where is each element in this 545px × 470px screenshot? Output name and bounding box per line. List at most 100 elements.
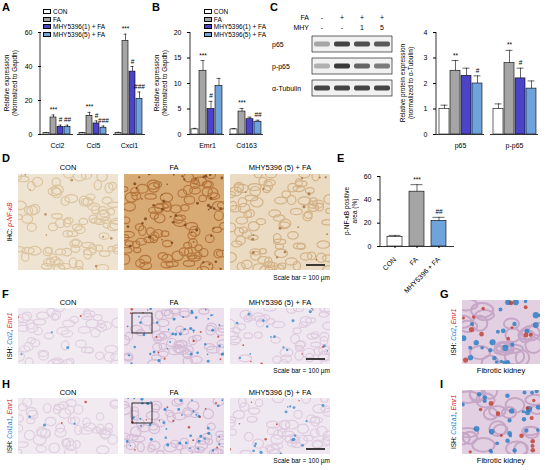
svg-text:ISH: Ccl2, Emr1: ISH: Ccl2, Emr1	[6, 312, 13, 359]
svg-text:#: #	[59, 116, 63, 123]
svg-text:##: ##	[435, 208, 443, 215]
svg-text:-: -	[321, 14, 324, 21]
svg-text:5: 5	[178, 105, 182, 112]
svg-text:ISH: Ccl2, Emr1: ISH: Ccl2, Emr1	[450, 308, 457, 355]
svg-text:#: #	[131, 58, 135, 65]
svg-text:D: D	[2, 152, 10, 164]
svg-text:4: 4	[424, 29, 428, 36]
svg-text:15: 15	[174, 54, 182, 61]
svg-text:Fibrotic kidney: Fibrotic kidney	[477, 366, 526, 375]
svg-text:F: F	[2, 288, 9, 300]
svg-text:+: +	[340, 14, 344, 21]
svg-text:+: +	[360, 14, 364, 21]
svg-text:p65: p65	[272, 41, 284, 49]
svg-text:**: **	[453, 52, 459, 59]
svg-text:MHY5396 + FA: MHY5396 + FA	[403, 255, 442, 294]
svg-text:p65: p65	[455, 142, 467, 150]
svg-text:5: 5	[380, 24, 384, 31]
svg-text:area (%): area (%)	[351, 199, 359, 224]
svg-text:2: 2	[424, 80, 428, 87]
svg-text:(Normalized to Gapdh): (Normalized to Gapdh)	[11, 50, 19, 116]
svg-text:40: 40	[364, 196, 372, 203]
svg-text:-: -	[341, 24, 344, 31]
svg-text:20: 20	[364, 219, 372, 226]
svg-text:Cd163: Cd163	[236, 142, 257, 149]
svg-text:CON: CON	[381, 256, 397, 272]
svg-text:Cxcl1: Cxcl1	[121, 142, 139, 149]
svg-text:Relative protein expression: Relative protein expression	[399, 43, 407, 122]
svg-text:α-Tubulin: α-Tubulin	[272, 85, 301, 92]
svg-text:ISH: Col1a1, Emr1: ISH: Col1a1, Emr1	[450, 395, 457, 450]
svg-text:G: G	[440, 288, 449, 300]
svg-text:C: C	[270, 1, 278, 13]
svg-text:###: ###	[134, 83, 145, 90]
svg-text:(Normalized to Gapdh): (Normalized to Gapdh)	[161, 50, 169, 116]
svg-text:+: +	[380, 14, 384, 21]
svg-text:Emr1: Emr1	[199, 142, 216, 149]
svg-text:ISH: Col1a1, Emr1: ISH: Col1a1, Emr1	[6, 399, 13, 454]
svg-text:***: ***	[50, 106, 58, 113]
svg-text:CON: CON	[60, 163, 77, 172]
html-text:FA: FA	[53, 15, 61, 23]
svg-text:Scale bar = 100 µm: Scale bar = 100 µm	[273, 274, 330, 282]
svg-text:20: 20	[174, 29, 182, 36]
svg-text:***: ***	[238, 99, 246, 106]
svg-text:Ccl2: Ccl2	[50, 142, 64, 149]
html-text:CON: CON	[53, 8, 68, 15]
svg-text:(normalized to α-Tubulin): (normalized to α-Tubulin)	[407, 47, 415, 119]
svg-text:Fibrotic kidney: Fibrotic kidney	[477, 456, 526, 465]
svg-text:1: 1	[424, 105, 428, 112]
svg-text:IHC: p-NF-κB: IHC: p-NF-κB	[6, 202, 14, 242]
svg-text:Ccl5: Ccl5	[86, 142, 100, 149]
svg-text:##: ##	[254, 111, 262, 118]
svg-text:#: #	[519, 59, 523, 66]
svg-text:p-p65: p-p65	[272, 63, 290, 71]
svg-text:Relative expression: Relative expression	[3, 54, 11, 111]
svg-text:***: ***	[413, 176, 421, 183]
svg-text:***: ***	[122, 25, 130, 32]
svg-text:0: 0	[424, 131, 428, 138]
svg-text:40: 40	[25, 63, 33, 70]
svg-text:20: 20	[25, 97, 33, 104]
svg-text:3: 3	[424, 54, 428, 61]
svg-text:E: E	[337, 152, 344, 164]
html-text:MHY5396(5) + FA: MHY5396(5) + FA	[53, 30, 106, 38]
svg-text:CON: CON	[60, 298, 77, 307]
svg-text:Relative expression: Relative expression	[153, 54, 161, 111]
svg-text:##: ##	[64, 116, 72, 123]
svg-text:A: A	[2, 1, 10, 13]
svg-text:0: 0	[178, 131, 182, 138]
svg-text:FA: FA	[300, 14, 309, 21]
svg-text:H: H	[2, 378, 10, 390]
svg-text:#: #	[209, 92, 213, 99]
svg-text:MHY: MHY	[293, 24, 309, 31]
svg-text:FA: FA	[408, 255, 419, 266]
svg-text:60: 60	[364, 173, 372, 180]
svg-text:***: ***	[86, 103, 94, 110]
svg-text:B: B	[152, 1, 160, 13]
svg-text:p-p65: p-p65	[506, 142, 524, 150]
html-text:MHY5396(5) + FA: MHY5396(5) + FA	[213, 30, 266, 38]
svg-text:1: 1	[360, 24, 364, 31]
svg-text:FA: FA	[169, 163, 178, 172]
svg-text:FA: FA	[169, 388, 178, 397]
svg-text:CON: CON	[60, 388, 77, 397]
svg-text:***: ***	[199, 52, 207, 59]
svg-text:MHY5396 (5) + FA: MHY5396 (5) + FA	[249, 298, 311, 307]
svg-text:0: 0	[29, 131, 33, 138]
svg-text:MHY5396 (5) + FA: MHY5396 (5) + FA	[249, 163, 311, 172]
svg-text:p-NF-κB positive: p-NF-κB positive	[343, 187, 351, 235]
svg-text:#: #	[476, 67, 480, 74]
svg-text:Scale bar = 100 µm: Scale bar = 100 µm	[273, 367, 330, 375]
svg-text:10: 10	[174, 80, 182, 87]
svg-text:60: 60	[25, 29, 33, 36]
svg-text:**: **	[507, 41, 513, 48]
html-text:FA: FA	[213, 15, 222, 23]
svg-text:-: -	[321, 24, 324, 31]
svg-text:0: 0	[368, 243, 372, 250]
svg-text:I: I	[440, 378, 443, 390]
svg-text:###: ###	[98, 117, 109, 124]
svg-text:MHY5396 (5) + FA: MHY5396 (5) + FA	[249, 388, 311, 397]
svg-text:FA: FA	[169, 298, 178, 307]
svg-text:Scale bar = 100 µm: Scale bar = 100 µm	[273, 457, 330, 465]
